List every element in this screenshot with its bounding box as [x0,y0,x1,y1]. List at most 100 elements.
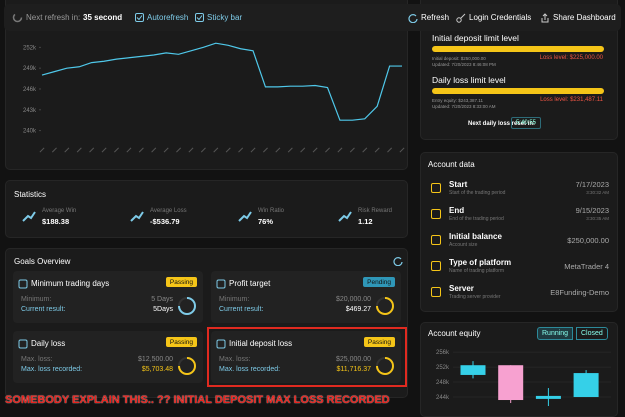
account-panel: Account data Start Start of the trading p… [420,152,618,312]
status-badge: Passing [165,277,197,287]
x-tick [76,147,82,153]
row-value: 7/17/2023 [575,180,609,189]
goal-icon [216,279,226,289]
y-tick-label: 252k [436,365,450,371]
refresh-icon[interactable] [393,256,403,266]
candle-body [535,395,561,399]
goal-icon [216,339,226,349]
row-value: $25,000.00 [335,356,371,363]
candle-body [498,365,524,401]
goal-card: Minimum trading days Passing Minimum: 5 Day… [13,271,203,323]
row-value-sub: 3:30:35 AM [586,216,609,221]
panel-title: Statistics [14,190,47,199]
progress-ring [376,297,394,315]
x-tick [250,147,256,153]
x-tick [126,147,132,153]
annotation: SOMEBODY EXPLAIN THIS.. ?? INITIAL DEPOS… [5,394,390,406]
highlight-box [207,327,407,387]
y-tick-label: 243k [23,108,37,114]
x-tick [312,147,318,153]
row-value: $12,500.00 [137,356,173,363]
goal-title: Daily loss [31,339,66,348]
row-value: $250,000.00 [567,236,609,245]
status-badge: Passing [363,337,395,347]
x-tick [64,147,70,153]
row-label: Max. loss: [21,356,53,363]
candle-body [573,373,599,398]
y-tick-label: 244k [436,395,450,401]
x-tick [151,147,157,153]
row-icon [431,209,441,219]
x-tick [362,147,368,153]
row-label: Start [449,180,468,189]
toggle-running[interactable]: Running [537,327,574,340]
x-tick [101,147,107,153]
goal-icon [18,339,28,349]
stat-label: Win Ratio [258,208,285,214]
spinner-icon [12,12,23,23]
stat-label: Average Loss [150,208,187,214]
top-bar: Next refresh in: 35 second Autorefresh S… [4,4,621,31]
progress-ring [376,357,394,375]
limit-line: Initial deposit: $250,000.00 [432,56,486,61]
row-sub: End of the trading period [449,216,504,222]
reset-value: 5:40:55 [511,117,542,129]
autorefresh[interactable]: Autorefresh [147,13,189,22]
x-tick [325,147,330,153]
stat-icon [22,211,36,222]
checkbox[interactable] [195,13,204,22]
login-button[interactable]: Login Credentials [469,13,532,22]
panel-title: Goals Overview [14,257,71,266]
stat-value: 76% [258,217,274,226]
row-sub: Name of trading platform [449,268,505,274]
row-value: MetaTrader 4 [564,262,609,271]
row-icon [431,287,441,297]
row-label: Minimum: [21,296,52,303]
row-label: Max. loss recorded: [21,366,83,373]
row-value: 5Days [153,306,173,313]
refresh-value: 35 second [83,13,123,22]
balance-line [41,42,402,121]
status-badge: Passing [165,337,197,347]
goal-card: Profit target Pending Minimum: $20,000.00 Cu… [211,271,401,323]
row-label: Server [449,284,474,293]
stat-icon [238,211,252,222]
progress-ring [178,357,196,375]
x-tick [114,147,119,153]
reset-label: Next daily loss reset in: [468,121,536,127]
limit-bar [432,88,604,94]
equity-panel: 244k 248k 252k 256k Account equity Running … [420,322,618,417]
y-tick-label: 248k [436,380,450,386]
stat-value: -$536.79 [150,217,180,226]
row-label: Current result: [21,306,66,313]
row-value: $11,716.37 [336,366,371,373]
stat-value: 1.12 [358,217,373,226]
share-button[interactable]: Share Dashboard [553,13,616,22]
y-tick-label: 249k [23,66,37,72]
checkbox[interactable] [135,13,144,22]
row-label: End [449,206,465,215]
sticky-bar[interactable]: Sticky bar [207,13,243,22]
row-value: 5 Days [151,296,173,303]
balance-chart: 240k243k246k249k252k255k [23,25,405,153]
stat-icon [130,211,144,222]
toggle-closed[interactable]: Closed [576,327,608,340]
row-sub: Start of the trading period [449,190,506,196]
y-tick-label: 246k [23,87,37,93]
x-tick [275,147,281,153]
x-tick [39,147,45,153]
row-value: $20,000.00 [335,296,371,303]
refresh-button[interactable]: Refresh [421,13,450,22]
row-label: Minimum: [219,296,250,303]
row-label: Max. loss recorded: [219,366,281,373]
x-tick [300,147,306,153]
x-tick [51,147,57,153]
row-icon [431,183,441,193]
goal-title: Minimum trading days [31,279,110,288]
x-tick [387,147,393,153]
x-tick [213,147,219,153]
row-sub: Trading server provider [449,294,501,300]
x-tick [238,147,244,153]
row-value-sub: 3:30:32 AM [586,190,609,195]
